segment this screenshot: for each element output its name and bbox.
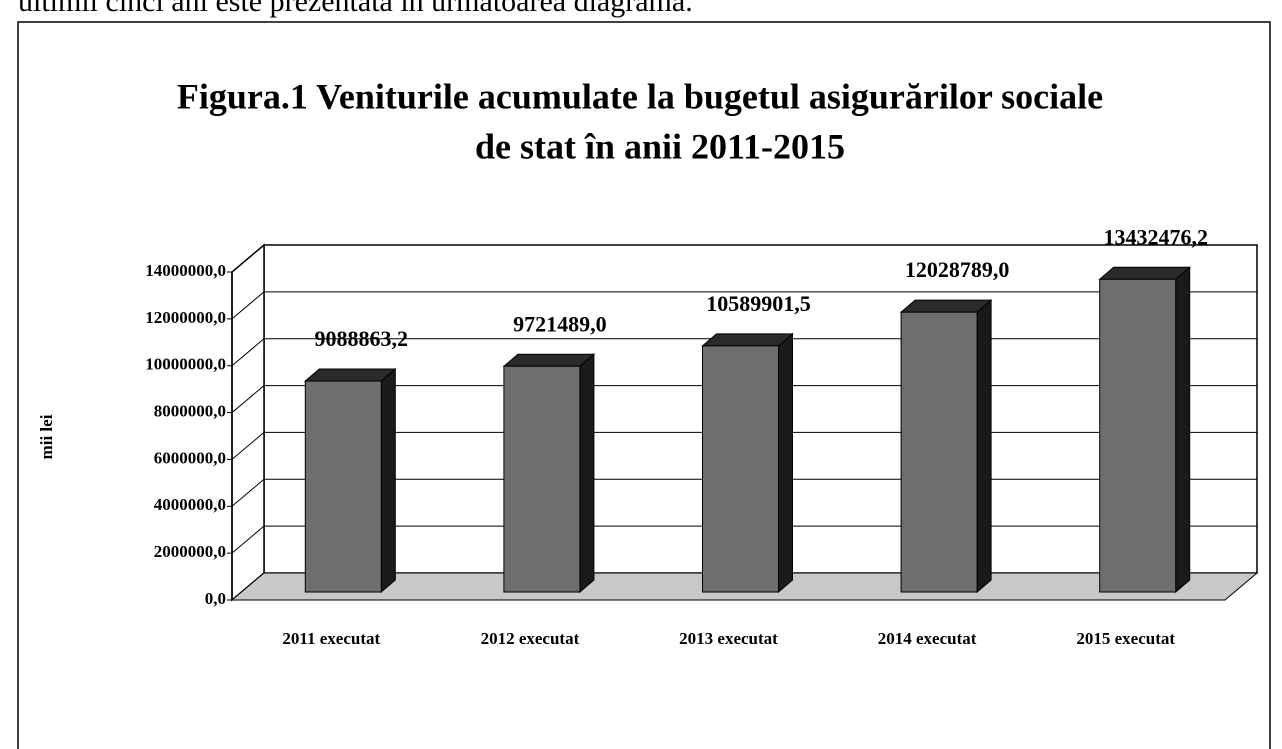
x-tick-label: 2011 executat (282, 629, 380, 648)
value-label: 9088863,2 (315, 326, 409, 351)
bar-top (899, 299, 993, 313)
value-label: 12028789,0 (905, 257, 1010, 282)
bar-side (380, 367, 396, 594)
y-tick-label: 6000000,0 (154, 448, 226, 467)
bar-side (1175, 266, 1191, 594)
value-label: 9721489,0 (513, 311, 607, 336)
frame (17, 21, 1271, 749)
text-above: ultimii cinci ani este prezentată în urm… (18, 0, 693, 18)
y-tick-label: 12000000,0 (145, 308, 226, 327)
bar (503, 365, 581, 593)
bar (702, 345, 779, 593)
bar (900, 311, 978, 593)
side-wall (231, 243, 265, 602)
x-tick-label: 2015 executat (1076, 629, 1175, 648)
bar-side (778, 332, 793, 594)
bar (1099, 278, 1177, 593)
grid-line (231, 244, 1257, 273)
chart-subtitle: de stat în anii 2011-2015 (475, 126, 845, 166)
y-axis-label: mii lei (37, 414, 56, 459)
y-tick-label: 4000000,0 (154, 495, 226, 514)
grid-line (231, 291, 1257, 320)
y-tick-label: 14000000,0 (145, 261, 226, 280)
chart-title: Figura.1 Veniturile acumulate la bugetul… (177, 76, 1103, 116)
value-label: 13432476,2 (1103, 224, 1208, 249)
bar (304, 380, 382, 593)
bar-side (976, 299, 992, 594)
y-tick-label: 8000000,0 (154, 401, 226, 420)
x-tick-label: 2014 executat (878, 629, 977, 648)
value-label: 10589901,5 (706, 291, 811, 316)
y-tick-label: 2000000,0 (154, 542, 226, 561)
x-tick-label: 2012 executat (481, 629, 580, 648)
bar-top (1098, 266, 1192, 280)
bar-top (701, 333, 794, 347)
y-tick-label: 10000000,0 (145, 355, 226, 374)
bar-side (579, 353, 595, 594)
bar-top (502, 353, 596, 367)
bar-top (303, 368, 397, 382)
x-tick-label: 2013 executat (679, 629, 778, 648)
y-tick-label: 0,0 (205, 589, 226, 608)
